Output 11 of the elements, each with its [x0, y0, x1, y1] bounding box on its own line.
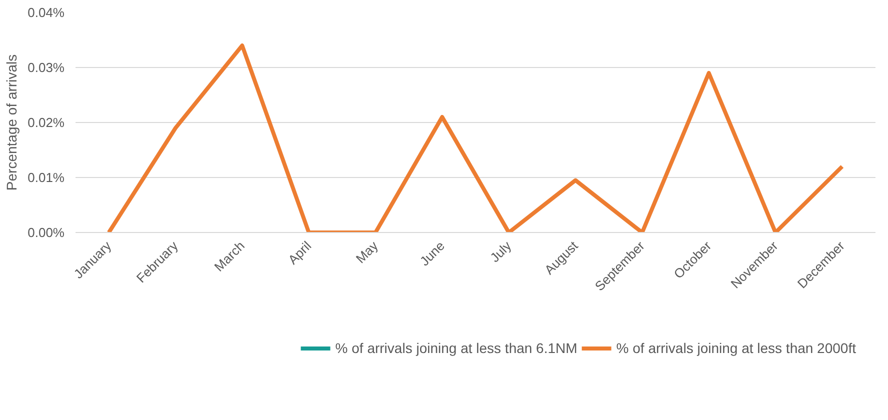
x-tick-label: July	[487, 238, 514, 266]
y-tick-label: 0.02%	[28, 115, 65, 130]
line-series	[106, 44, 844, 232]
legend-label: % of arrivals joining at less than 2000ft	[616, 340, 856, 356]
y-tick-label: 0.03%	[28, 60, 65, 75]
y-tick-label: 0.00%	[28, 225, 65, 240]
legend-label: % of arrivals joining at less than 6.1NM	[335, 340, 578, 356]
y-tick-label: 0.01%	[28, 170, 65, 185]
y-tick-label: 0.04%	[28, 5, 65, 20]
y-axis-title: Percentage of arrivals	[4, 54, 20, 191]
x-tick-label: May	[352, 238, 382, 266]
